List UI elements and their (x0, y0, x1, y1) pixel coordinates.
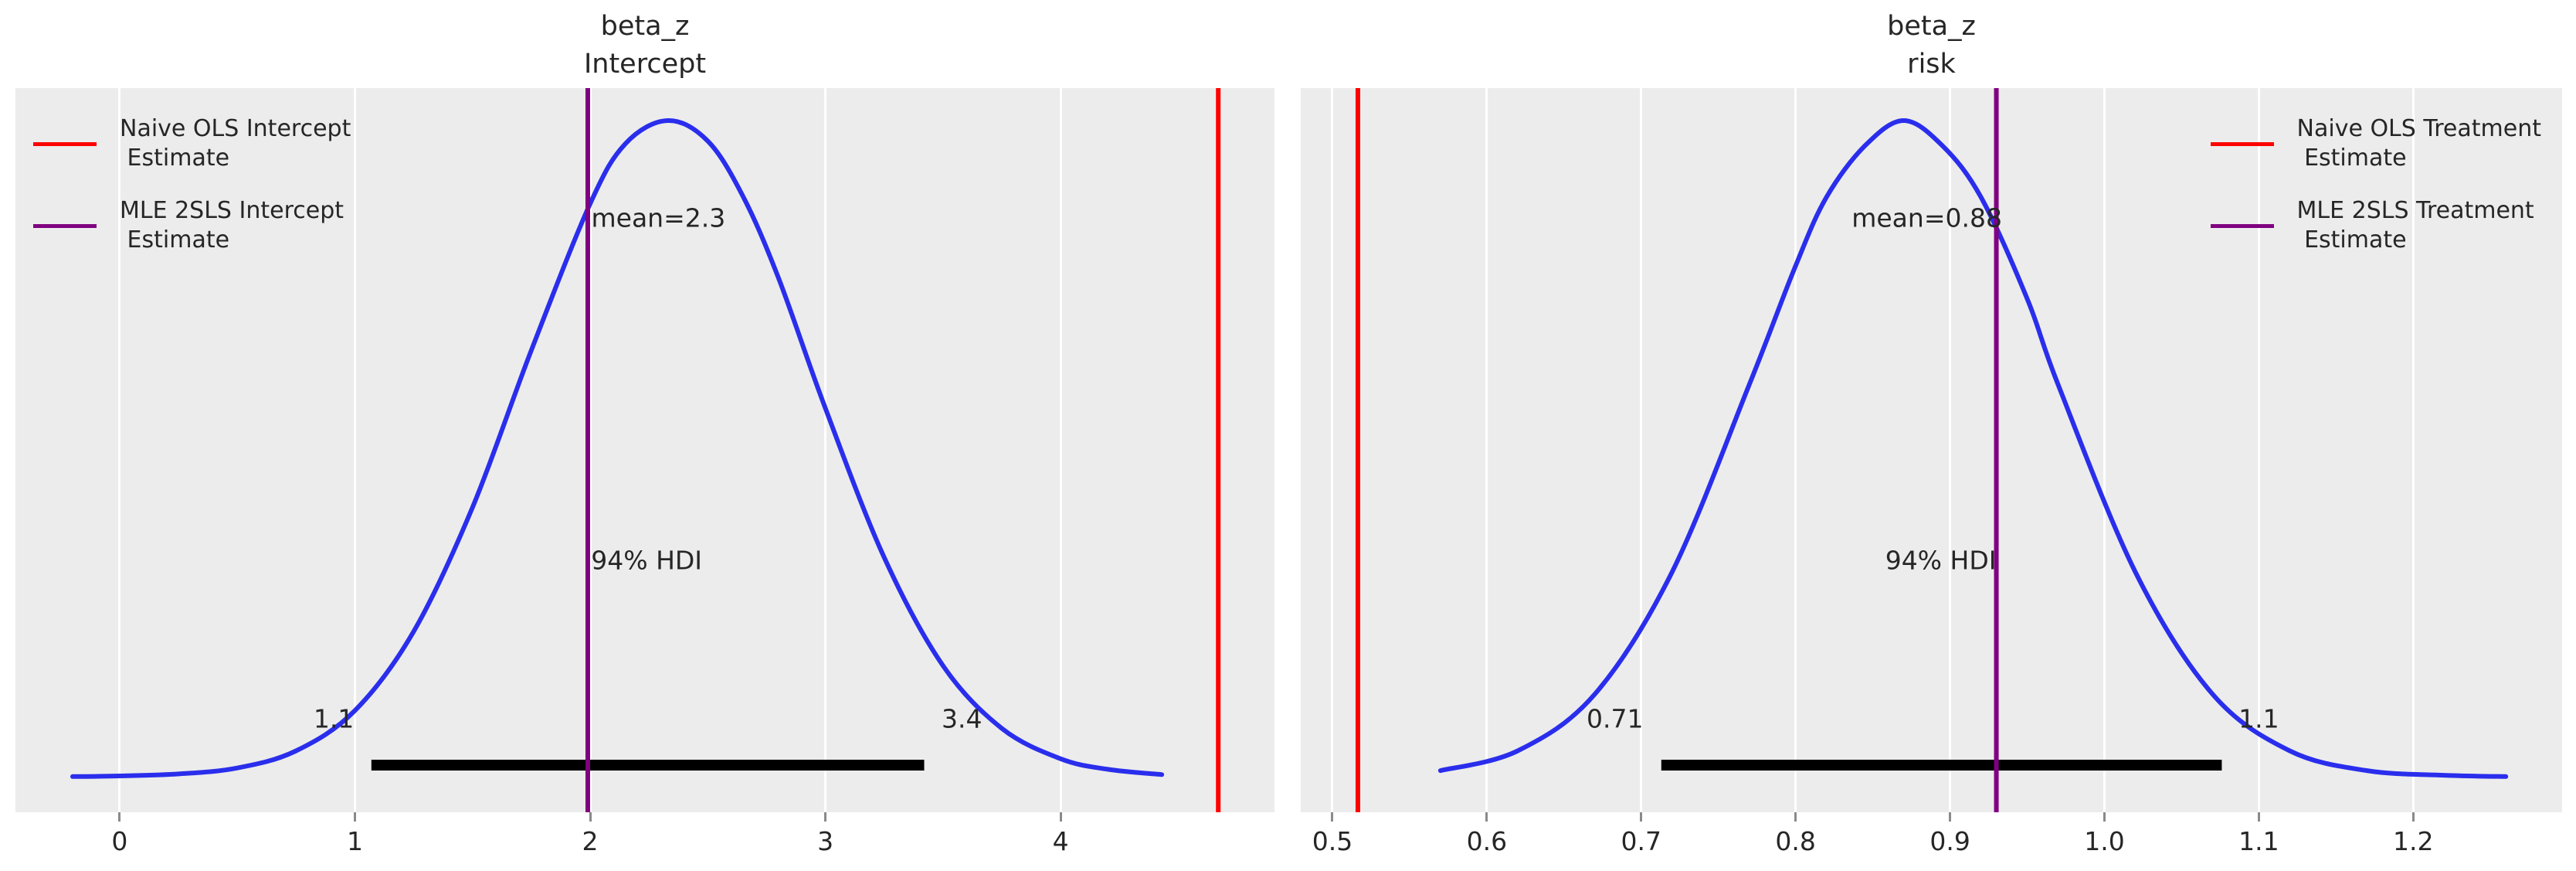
panel-title: beta_z risk (1887, 8, 1976, 83)
legend-entry-naive-ols: Naive OLS Intercept Estimate (33, 114, 351, 173)
gridline (2411, 88, 2415, 812)
legend-label-line1: Naive OLS Intercept (120, 115, 351, 142)
naive-ols-line-swatch (33, 141, 97, 146)
x-tick-mark (1794, 812, 1797, 822)
gridline (1949, 88, 1952, 812)
mean-annotation: mean=0.88 (1851, 202, 2002, 233)
panel-beta-z-intercept: beta_z Intercept 0 1 2 3 4 mean=2.3 94% HDI 1.… (15, 11, 1274, 856)
beta_z_intercept-plot-svg (70, 88, 1221, 812)
x-tick-label: 0 (111, 826, 128, 856)
x-tick-mark (118, 812, 121, 822)
x-tick-label: 1 (346, 826, 363, 856)
kde-curve (70, 117, 1165, 779)
naive-ols-line-swatch (2210, 141, 2274, 146)
mle-2sls-line-swatch (33, 223, 97, 228)
x-tick-label: 4 (1052, 826, 1069, 856)
panel-title: beta_z Intercept (584, 8, 706, 83)
gridline (2257, 88, 2260, 812)
gridline (1331, 88, 1334, 812)
x-tick-mark (589, 812, 592, 822)
kde-curve (1437, 118, 2509, 779)
gridline (1485, 88, 1488, 812)
hdi-annotation: 94% HDI (1885, 545, 1997, 576)
x-tick-label: 1.0 (2084, 826, 2125, 856)
x-tick-label: 1.1 (2238, 826, 2279, 856)
panel-title-line1: beta_z (600, 11, 690, 42)
annotation-layer: mean=2.3 94% HDI 1.1 3.4 (15, 88, 1274, 812)
grid-layer: 0.5 0.6 0.7 0.8 0.9 1.0 1.1 1.2 (1301, 88, 2562, 856)
x-tick-mark (1331, 812, 1334, 822)
legend-label: Naive OLS Intercept Estimate (120, 114, 351, 173)
legend-label-line1: MLE 2SLS Intercept (120, 197, 344, 224)
plot-layer (1301, 88, 2562, 812)
annotation-layer: mean=0.88 94% HDI 0.71 1.1 (1301, 88, 2562, 812)
legend-entry-mle-2sls: MLE 2SLS Intercept Estimate (33, 196, 351, 255)
x-tick-mark (353, 812, 356, 822)
gridline (1640, 88, 1643, 812)
legend-label: MLE 2SLS Treatment Estimate (2297, 196, 2534, 255)
x-tick-label: 1.2 (2393, 826, 2434, 856)
hdi-upper-value: 3.4 (941, 703, 983, 734)
x-tick-mark (824, 812, 827, 822)
x-tick-mark (2103, 812, 2106, 822)
x-tick-mark (1485, 812, 1488, 822)
beta_z_risk-plot-svg (1355, 88, 2509, 812)
gridline (118, 88, 121, 812)
x-tick-mark (2257, 812, 2260, 822)
x-tick-label: 0.5 (1312, 826, 1353, 856)
hdi-lower-value: 0.71 (1587, 703, 1644, 734)
x-tick-label: 2 (582, 826, 599, 856)
legend-entry-mle-2sls: MLE 2SLS Treatment Estimate (2210, 196, 2541, 255)
panel-title-line1: beta_z (1887, 11, 1976, 42)
plot-layer (15, 88, 1274, 812)
legend-label-line2: Estimate (120, 226, 230, 253)
x-tick-mark (1949, 812, 1952, 822)
hdi-upper-value: 1.1 (2238, 703, 2279, 734)
x-tick-label: 0.8 (1775, 826, 1816, 856)
legend-label-line2: Estimate (2296, 226, 2407, 253)
legend-label-line2: Estimate (2296, 145, 2407, 172)
grid-layer: 0 1 2 3 4 (15, 88, 1274, 856)
gridline (1059, 88, 1062, 812)
legend-label-line1: Naive OLS Treatment (2296, 115, 2541, 142)
panel-title-line2: risk (1907, 49, 1956, 80)
legend-label-line1: MLE 2SLS Treatment (2296, 197, 2534, 224)
gridline (2103, 88, 2106, 812)
panel-beta-z-risk: beta_z risk 0.5 0.6 0.7 0.8 0.9 1.0 1.1 1.2 mea… (1301, 11, 2562, 856)
mean-annotation: mean=2.3 (591, 202, 726, 233)
legend-label: MLE 2SLS Intercept Estimate (120, 196, 344, 255)
legend-label-line2: Estimate (120, 145, 230, 172)
x-tick-label: 0.9 (1929, 826, 1970, 856)
panel-title-line2: Intercept (583, 49, 707, 80)
gridline (1794, 88, 1797, 812)
legend-label: Naive OLS Treatment Estimate (2297, 114, 2541, 173)
hdi-annotation: 94% HDI (591, 545, 703, 576)
x-tick-mark (1640, 812, 1643, 822)
x-tick-label: 0.7 (1621, 826, 1662, 856)
mle-2sls-line-swatch (2210, 223, 2274, 228)
gridline (353, 88, 356, 812)
legend-entry-naive-ols: Naive OLS Treatment Estimate (2210, 114, 2541, 173)
legend: Naive OLS Intercept Estimate MLE 2SLS In… (33, 114, 351, 255)
gridline (589, 88, 592, 812)
gridline (824, 88, 827, 812)
x-tick-mark (2411, 812, 2415, 822)
x-tick-mark (1059, 812, 1062, 822)
x-tick-label: 3 (817, 826, 834, 856)
legend: Naive OLS Treatment Estimate MLE 2SLS Tr… (2210, 114, 2541, 255)
x-tick-label: 0.6 (1466, 826, 1508, 856)
hdi-lower-value: 1.1 (313, 703, 355, 734)
